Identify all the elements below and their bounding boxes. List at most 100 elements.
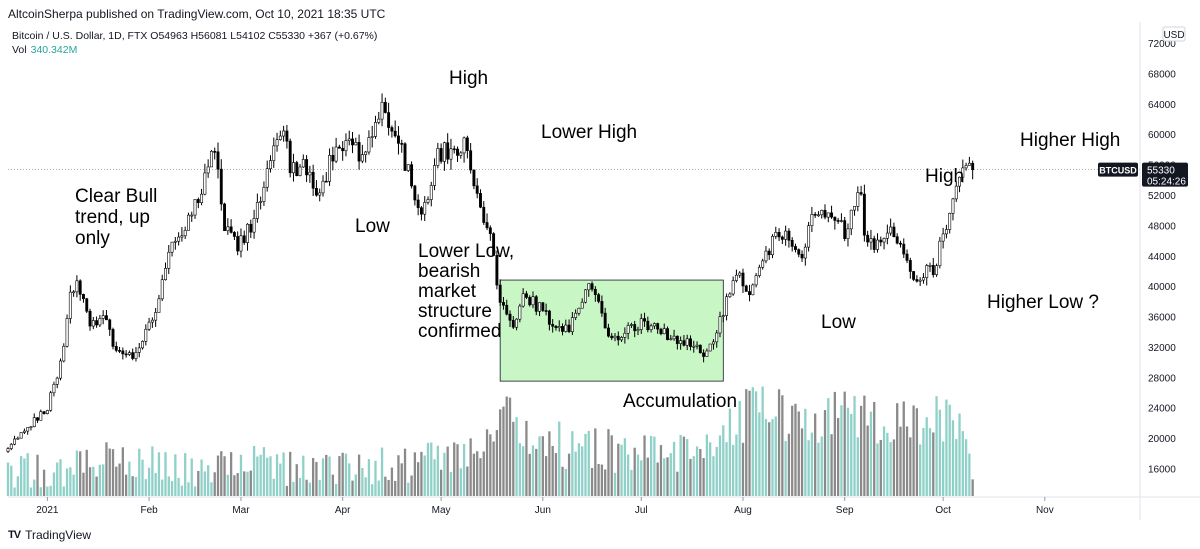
- candle-body-down: [42, 411, 46, 414]
- candle-body-down: [419, 207, 423, 215]
- y-tick-label: 68000: [1148, 69, 1176, 80]
- volume-bar: [833, 391, 837, 496]
- candle-body-down: [879, 239, 883, 243]
- candle-body-up: [846, 228, 850, 239]
- candle-body-down: [643, 318, 646, 322]
- volume-bar: [587, 430, 590, 496]
- candle-body-down: [892, 226, 896, 237]
- candle-body-up: [334, 146, 338, 162]
- candle-body-up: [531, 296, 535, 306]
- volume-bar: [262, 447, 266, 496]
- candle: [498, 279, 502, 306]
- candle: [908, 257, 912, 279]
- candle-body-up: [462, 137, 466, 154]
- volume-bar: [761, 386, 764, 496]
- candle-body-down: [511, 319, 515, 328]
- volume-bar: [75, 450, 79, 496]
- candle-body-down: [82, 294, 85, 300]
- candle-body-down: [780, 236, 784, 240]
- volume-bar: [295, 464, 298, 496]
- accumulation-zone: [499, 279, 724, 382]
- volume-bar: [187, 482, 190, 496]
- candle-body-up: [761, 260, 765, 268]
- candle: [935, 263, 939, 277]
- candle: [839, 213, 843, 223]
- volume-bar: [184, 453, 187, 496]
- candle: [918, 277, 922, 287]
- candle: [459, 151, 463, 159]
- x-tick-label: Feb: [140, 505, 158, 516]
- candle: [587, 283, 591, 297]
- candle: [597, 292, 601, 304]
- candle: [111, 327, 115, 350]
- volume-bar: [561, 466, 564, 496]
- volume-bar: [275, 454, 279, 496]
- candle-body-down: [456, 148, 459, 156]
- volume-bar: [823, 410, 827, 496]
- candle-body-up: [826, 212, 830, 218]
- volume-bar: [764, 419, 768, 496]
- volume-bar: [462, 443, 466, 496]
- volume-bar: [246, 471, 249, 496]
- volume-bar: [167, 476, 170, 496]
- candle: [436, 142, 440, 169]
- candle: [967, 156, 971, 166]
- candle-body-up: [177, 236, 181, 242]
- candle-body-up: [459, 152, 463, 156]
- candle: [666, 326, 669, 341]
- x-tick-label: 2021: [36, 505, 59, 516]
- candle: [629, 322, 633, 329]
- candle-body-up: [374, 122, 377, 137]
- volume-bar: [686, 439, 689, 496]
- volume-bar: [866, 425, 869, 496]
- candle-body-up: [764, 250, 768, 262]
- candle-body-up: [72, 291, 76, 294]
- candle: [439, 143, 443, 164]
- volume-bar: [656, 462, 659, 496]
- candle-body-down: [314, 187, 318, 196]
- volume-bar: [282, 452, 285, 496]
- candle: [488, 225, 492, 241]
- candle: [731, 276, 735, 296]
- candle: [905, 249, 909, 264]
- candle: [351, 132, 354, 154]
- candle: [269, 155, 272, 173]
- candle-body-down: [223, 203, 227, 232]
- candle-body-up: [252, 218, 256, 233]
- candle-body-up: [725, 296, 729, 316]
- volume-bar: [718, 435, 722, 496]
- candle-body-down: [528, 297, 532, 306]
- candle-body-up: [29, 426, 33, 429]
- currency-button[interactable]: USD: [1162, 26, 1186, 42]
- annotation-line: Accumulation: [623, 391, 737, 412]
- annotation-line: High: [925, 166, 964, 187]
- candle-body-up: [180, 235, 184, 238]
- x-tick-label: Jun: [535, 505, 551, 516]
- volume-bar: [384, 476, 387, 496]
- volume-bar: [505, 396, 508, 496]
- volume-bar: [26, 453, 29, 496]
- volume-bar: [141, 459, 144, 496]
- x-tick-label: Nov: [1036, 505, 1054, 516]
- candlestick-series: [6, 93, 975, 453]
- volume-bar: [374, 460, 377, 496]
- candle-body-up: [190, 214, 194, 217]
- candle: [728, 292, 732, 298]
- candle-body-down: [242, 235, 246, 243]
- volume-bar: [512, 421, 515, 496]
- candle-body-up: [807, 225, 811, 248]
- volume-bar: [928, 428, 932, 496]
- candle-body-up: [160, 279, 164, 300]
- candle: [406, 164, 410, 172]
- volume-bar: [777, 389, 781, 496]
- candle: [928, 262, 932, 272]
- volume-bar: [528, 453, 531, 496]
- volume-bar: [482, 451, 485, 496]
- candle-body-up: [62, 345, 66, 362]
- volume-bar: [367, 459, 371, 496]
- volume-bar: [827, 398, 830, 496]
- candle-body-down: [912, 271, 916, 280]
- volume-bar: [341, 452, 344, 496]
- volume-bar: [899, 426, 902, 496]
